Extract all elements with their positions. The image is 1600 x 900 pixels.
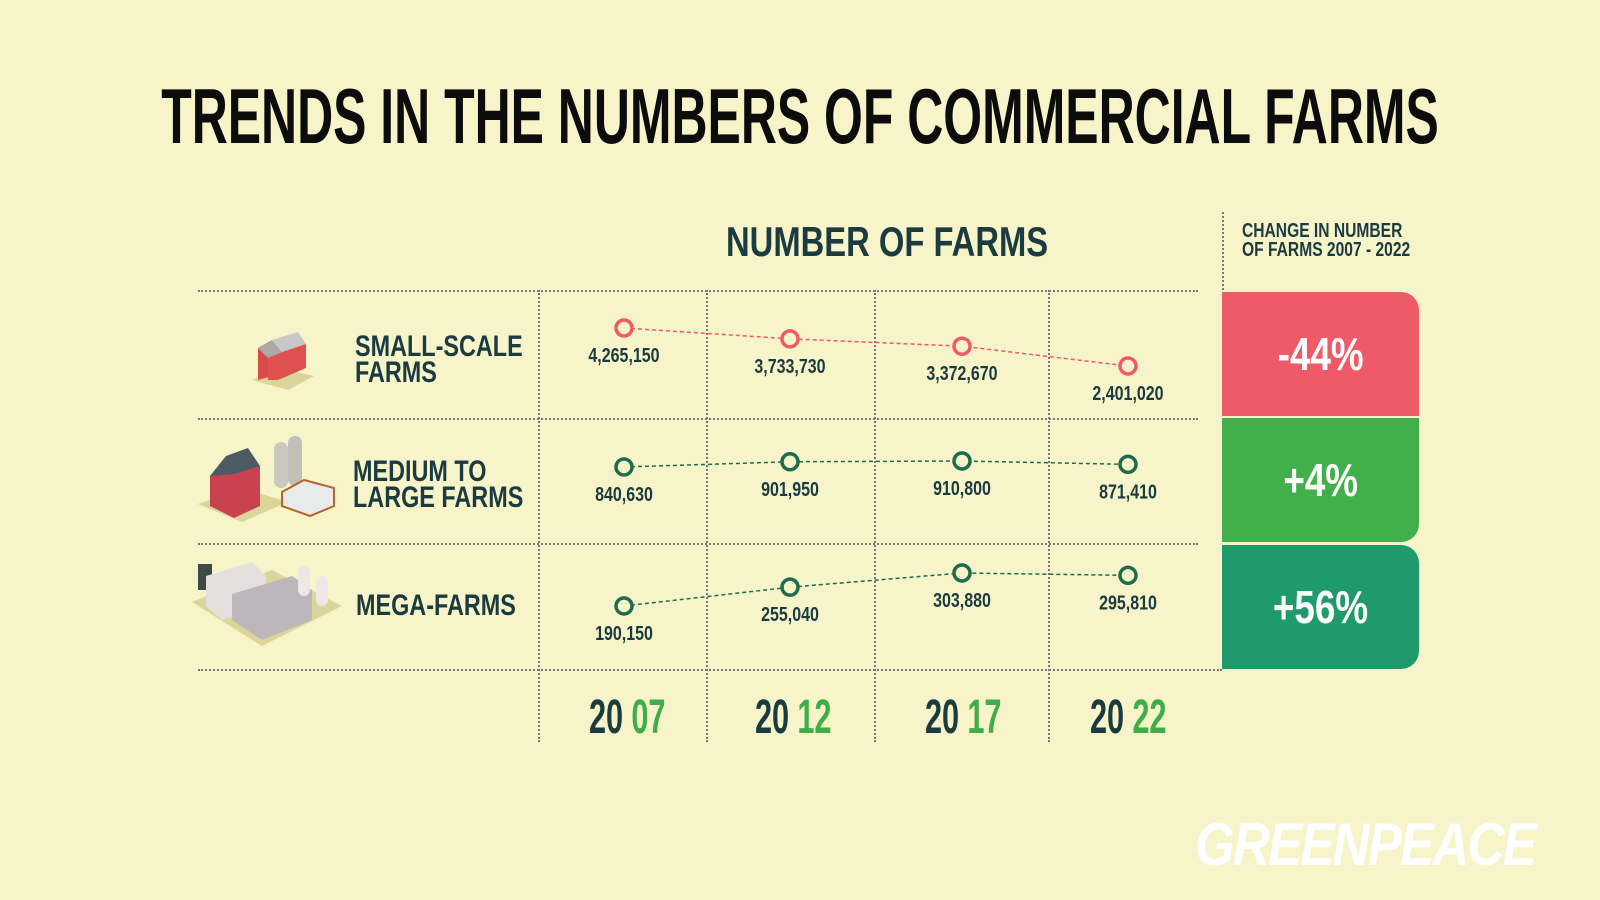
divider xyxy=(198,543,1198,545)
series-line xyxy=(623,460,1129,468)
data-point xyxy=(952,563,972,583)
year-suffix: 22 xyxy=(1132,691,1167,744)
year-prefix: 20 xyxy=(924,691,959,744)
data-label: 840,630 xyxy=(595,483,653,505)
data-label: 901,950 xyxy=(761,478,819,500)
row-label-mega: MEGA-FARMS xyxy=(356,589,561,622)
data-point xyxy=(1118,356,1138,376)
year-label-2017: 20 17 xyxy=(883,690,1043,745)
data-point xyxy=(780,329,800,349)
change-value: +56% xyxy=(1272,581,1369,633)
row-label-small-scale: SMALL-SCALE FARMS xyxy=(355,330,570,389)
divider xyxy=(538,290,540,742)
change-header-line: OF FARMS 2007 - 2022 xyxy=(1242,239,1411,261)
change-value: +4% xyxy=(1283,454,1358,506)
row-label-line: MEGA-FARMS xyxy=(356,589,516,622)
data-point xyxy=(614,596,634,616)
year-suffix: 12 xyxy=(797,691,832,744)
data-point xyxy=(614,318,634,338)
row-label-line: SMALL-SCALE xyxy=(355,330,523,363)
series-line xyxy=(623,572,1129,607)
data-label: 910,800 xyxy=(933,477,991,499)
data-label: 4,265,150 xyxy=(588,344,659,366)
change-badge-mega: +56% xyxy=(1222,545,1419,669)
medium-farm-icon xyxy=(198,436,335,522)
data-label: 295,810 xyxy=(1099,592,1157,614)
data-label: 255,040 xyxy=(761,604,819,626)
chart-title: NUMBER OF FARMS xyxy=(726,218,1139,266)
data-point xyxy=(780,452,800,472)
year-suffix: 07 xyxy=(631,691,666,744)
year-prefix: 20 xyxy=(754,691,789,744)
row-label-line: FARMS xyxy=(355,356,437,389)
data-point xyxy=(1118,565,1138,586)
year-prefix: 20 xyxy=(588,691,623,744)
change-badge-small-scale: -44% xyxy=(1222,292,1419,416)
year-label-2012: 20 12 xyxy=(713,690,873,745)
mega-farm-icon xyxy=(192,562,342,646)
divider xyxy=(198,290,1198,292)
year-label-2007: 20 07 xyxy=(547,690,707,745)
divider xyxy=(1222,212,1224,290)
divider xyxy=(198,418,1198,420)
row-label-line: MEDIUM TO xyxy=(353,455,487,488)
change-header-line: CHANGE IN NUMBER xyxy=(1242,220,1403,242)
divider xyxy=(874,290,876,742)
year-suffix: 17 xyxy=(967,691,1002,744)
data-label: 3,733,730 xyxy=(754,355,825,377)
greenpeace-logo: GREENPEACE xyxy=(1195,810,1595,879)
small-barn-icon xyxy=(252,332,314,390)
data-point xyxy=(614,457,634,477)
divider xyxy=(198,669,1222,671)
data-label: 871,410 xyxy=(1099,481,1157,503)
data-label: 3,372,670 xyxy=(926,363,997,385)
row-label-line: LARGE FARMS xyxy=(353,481,524,514)
change-badge-medium-large: +4% xyxy=(1222,418,1419,542)
title-text: TRENDS IN THE NUMBERS OF COMMERCIAL FARM… xyxy=(161,72,1439,160)
divider xyxy=(706,290,708,742)
data-label: 2,401,020 xyxy=(1092,382,1163,404)
chart-title-text: NUMBER OF FARMS xyxy=(726,218,1049,265)
divider xyxy=(1048,290,1050,742)
change-value: -44% xyxy=(1277,328,1364,380)
data-label: 190,150 xyxy=(595,622,653,644)
row-label-medium-large: MEDIUM TO LARGE FARMS xyxy=(353,455,571,514)
year-label-2022: 20 22 xyxy=(1048,690,1208,745)
year-prefix: 20 xyxy=(1089,691,1124,744)
logo-text: GREENPEACE xyxy=(1195,811,1537,878)
data-label: 303,880 xyxy=(933,589,991,611)
change-header: CHANGE IN NUMBER OF FARMS 2007 - 2022 xyxy=(1242,220,1458,261)
series-line xyxy=(623,327,1129,367)
data-point xyxy=(780,577,800,597)
data-point xyxy=(952,451,972,471)
page-title: TRENDS IN THE NUMBERS OF COMMERCIAL FARM… xyxy=(0,68,1600,164)
data-point xyxy=(1118,454,1138,475)
data-point xyxy=(952,336,972,356)
